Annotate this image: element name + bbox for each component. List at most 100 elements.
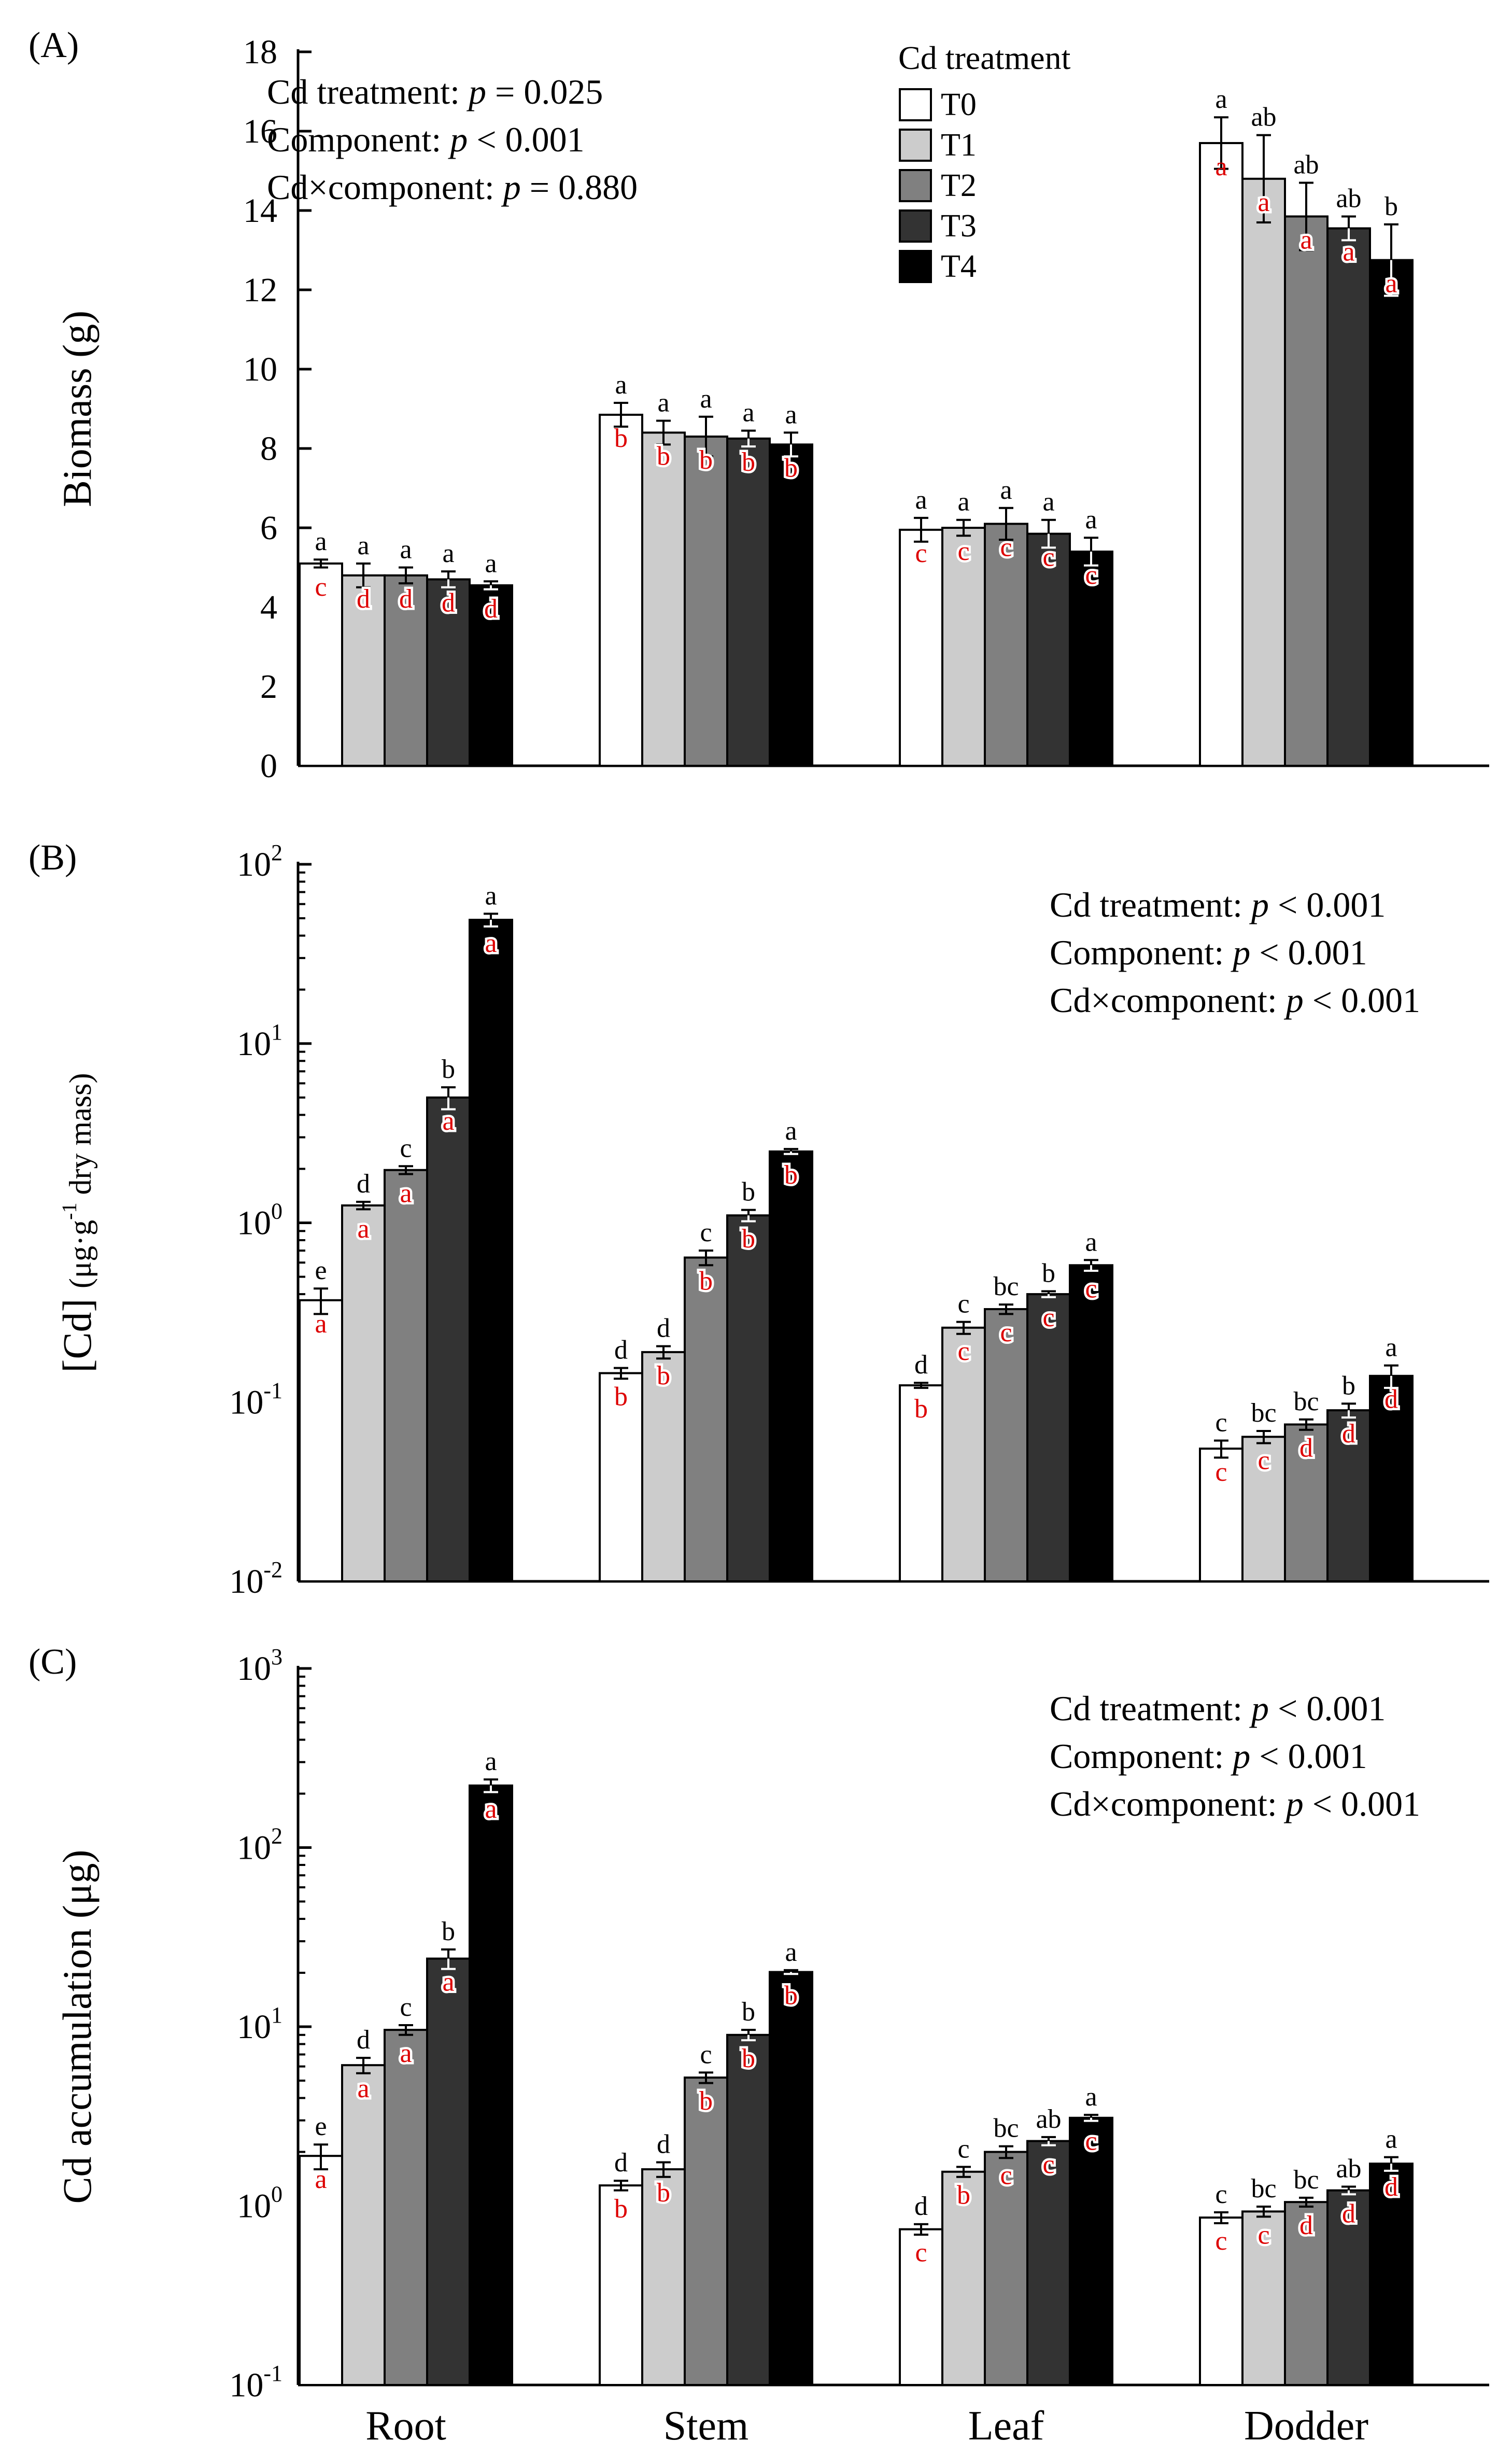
letter-component: a (442, 1106, 454, 1136)
y-tick-label: 2 (260, 668, 277, 706)
bar-t3 (1026, 532, 1071, 767)
stats-value: = 0.880 (521, 167, 638, 207)
y-axis-title: Biomass (g) (54, 311, 100, 507)
legend-swatch-t3 (899, 209, 932, 243)
letter-component: a (400, 1179, 412, 1209)
stats-label: Cd treatment: (1050, 885, 1251, 924)
x-tick-label-stem: Stem (663, 2403, 748, 2449)
letter-component: d (1342, 2199, 1355, 2229)
letter-treatment: c (700, 1218, 712, 1247)
legend-swatch-t1 (899, 129, 932, 162)
y-axis-title-rest: dry mass) (63, 1073, 97, 1203)
letter-treatment: d (914, 1350, 928, 1380)
y-tick-label: 4 (260, 588, 277, 626)
y-tick-exponent: 2 (271, 1823, 282, 1849)
letter-component: c (1085, 2127, 1097, 2156)
y-axis-title-sup: -1 (58, 1203, 81, 1220)
bar-t3 (426, 1957, 471, 2386)
letter-treatment: e (315, 1256, 327, 1285)
letter-component: c (957, 1337, 969, 1366)
y-tick-label: 10-2 (229, 1557, 282, 1601)
letter-treatment: a (1385, 1333, 1397, 1363)
letter-component: a (400, 2039, 412, 2068)
stats-p-symbol: p (448, 120, 468, 159)
bar-t3 (1326, 227, 1371, 767)
letter-component: d (1299, 1433, 1313, 1463)
letter-treatment: d (357, 1169, 370, 1199)
letter-component: c (1042, 2150, 1054, 2180)
letter-treatment: c (400, 1133, 412, 1163)
stats-line: Cd treatment: p = 0.025 (267, 72, 603, 111)
letter-treatment: b (1342, 1371, 1355, 1400)
y-tick-label: 12 (243, 271, 277, 309)
stats-value: = 0.025 (486, 72, 603, 111)
letter-treatment: a (1085, 2082, 1097, 2112)
letter-component: a (1300, 225, 1312, 255)
bar-t4 (469, 584, 513, 767)
letter-treatment: bc (993, 1272, 1019, 1301)
stats-label: Component: (1050, 933, 1233, 972)
letter-treatment: e (315, 2112, 327, 2141)
bar-t1 (1241, 177, 1286, 767)
bar-t3 (426, 1096, 471, 1582)
bar-t3 (426, 578, 471, 767)
letter-treatment: bc (1293, 2165, 1319, 2195)
stats-value: < 0.001 (1269, 1689, 1386, 1728)
panel-label: (B) (29, 838, 77, 878)
y-axis-title-unit: (μg·g (63, 1220, 97, 1288)
y-tick-base: 10 (237, 1650, 271, 1688)
letter-component: c (315, 572, 327, 602)
letter-treatment: c (1215, 2180, 1227, 2209)
y-tick-label: 102 (237, 1823, 282, 1867)
letter-component: b (614, 2194, 628, 2224)
x-tick-label-dodder: Dodder (1244, 2403, 1368, 2449)
letter-treatment: bc (993, 2114, 1019, 2143)
letter-component: b (699, 445, 713, 475)
letter-treatment: a (1042, 487, 1054, 517)
letter-treatment: bc (1251, 1398, 1276, 1428)
letter-component: c (1042, 542, 1054, 572)
letter-component: b (784, 1981, 798, 2011)
letter-treatment: b (1042, 1259, 1055, 1288)
letter-component: b (657, 441, 670, 471)
legend-label-t1: T1 (941, 128, 977, 163)
y-tick-exponent: 0 (271, 2182, 282, 2207)
letter-component: b (614, 1382, 628, 1411)
y-tick-label: 101 (237, 2002, 282, 2046)
letter-treatment: a (957, 487, 969, 517)
letter-treatment: ab (1336, 184, 1361, 213)
stats-line: Cd treatment: p < 0.001 (1050, 1689, 1386, 1728)
letter-component: a (1215, 152, 1227, 181)
letter-component: c (957, 537, 969, 566)
bar-t4 (1069, 1264, 1113, 1582)
bar-t4 (469, 1784, 513, 2386)
legend-label-t2: T2 (941, 168, 977, 203)
letter-treatment: ab (1251, 103, 1276, 132)
letter-component: c (915, 539, 927, 568)
letter-treatment: c (957, 1289, 969, 1319)
bar-t1 (641, 1351, 686, 1582)
letter-treatment: a (315, 527, 327, 556)
y-tick-base: 10 (229, 1563, 263, 1601)
letter-component: c (1085, 1274, 1097, 1303)
bar-t0 (1199, 142, 1243, 767)
y-tick-label: 16 (243, 113, 277, 150)
letter-component: d (1384, 2172, 1398, 2202)
stats-label: Cd×component: (1050, 980, 1286, 1020)
y-tick-exponent: -1 (263, 1378, 282, 1403)
letter-treatment: ab (1336, 2154, 1361, 2183)
y-tick-base: 10 (237, 2008, 271, 2046)
bar-t2 (1284, 215, 1329, 767)
letter-component: d (484, 594, 498, 624)
letter-component: c (1042, 1303, 1054, 1332)
letter-component: b (914, 1394, 928, 1424)
bar-t2 (384, 2029, 428, 2386)
letter-treatment: bc (1293, 1387, 1319, 1416)
letter-component: c (1215, 2226, 1227, 2256)
